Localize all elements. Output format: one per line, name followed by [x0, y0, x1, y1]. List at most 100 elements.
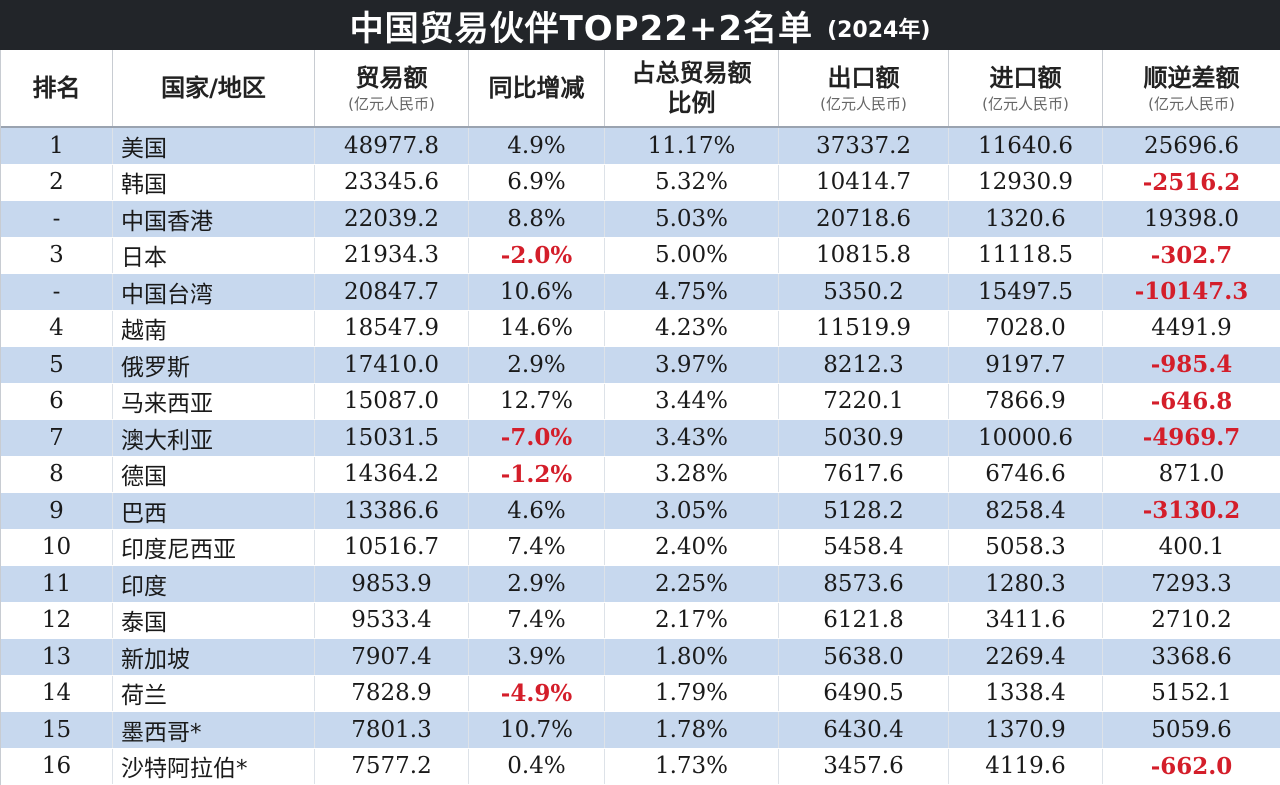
balance-cell: 19398.0	[1103, 201, 1280, 237]
trade-cell: 17410.0	[315, 347, 469, 383]
country-cell: 中国台湾	[113, 274, 315, 310]
balance-cell: 2710.2	[1103, 603, 1280, 639]
trade-cell: 15031.5	[315, 420, 469, 456]
trade-cell: 7577.2	[315, 749, 469, 785]
import-cell: 8258.4	[949, 493, 1103, 529]
header-label: 同比增减	[489, 73, 585, 103]
import-cell: 7866.9	[949, 384, 1103, 420]
rank-cell: 2	[1, 165, 113, 201]
import-cell: 1370.9	[949, 712, 1103, 748]
import-cell: 15497.5	[949, 274, 1103, 310]
export-cell: 7220.1	[779, 384, 949, 420]
country-cell: 荷兰	[113, 676, 315, 712]
trade-cell: 23345.6	[315, 165, 469, 201]
rank-cell: 11	[1, 566, 113, 602]
balance-cell: -662.0	[1103, 749, 1280, 785]
country-cell: 泰国	[113, 603, 315, 639]
header-import: 进口额 (亿元人民币)	[949, 50, 1103, 126]
page-subtitle: (2024年)	[827, 12, 930, 44]
header-label: 国家/地区	[161, 73, 266, 103]
import-cell: 11640.6	[949, 128, 1103, 164]
yoy-cell: 12.7%	[469, 384, 605, 420]
trade-cell: 22039.2	[315, 201, 469, 237]
export-cell: 5638.0	[779, 639, 949, 675]
country-cell: 马来西亚	[113, 384, 315, 420]
share-cell: 11.17%	[605, 128, 779, 164]
trade-cell: 14364.2	[315, 457, 469, 493]
import-cell: 6746.6	[949, 457, 1103, 493]
country-cell: 澳大利亚	[113, 420, 315, 456]
country-cell: 韩国	[113, 165, 315, 201]
rank-cell: -	[1, 201, 113, 237]
header-label: 进口额	[990, 63, 1062, 93]
header-export: 出口额(亿元人民币)	[779, 50, 949, 126]
trade-cell: 15087.0	[315, 384, 469, 420]
import-cell: 5058.3	[949, 530, 1103, 566]
header-unit: (亿元人民币)	[982, 95, 1069, 114]
export-cell: 6430.4	[779, 712, 949, 748]
export-cell: 7617.6	[779, 457, 949, 493]
export-cell: 37337.2	[779, 128, 949, 164]
yoy-cell: 7.4%	[469, 603, 605, 639]
balance-cell: 25696.6	[1103, 128, 1280, 164]
header-unit: (亿元人民币)	[348, 95, 435, 114]
rank-cell: 5	[1, 347, 113, 383]
trade-cell: 7801.3	[315, 712, 469, 748]
yoy-cell: 10.7%	[469, 712, 605, 748]
header-country: 国家/地区	[113, 50, 315, 126]
page-title: 中国贸易伙伴TOP22+2名单	[350, 1, 813, 50]
yoy-cell: -1.2%	[469, 457, 605, 493]
export-cell: 20718.6	[779, 201, 949, 237]
yoy-cell: 0.4%	[469, 749, 605, 785]
import-cell: 1320.6	[949, 201, 1103, 237]
header-rank: 排名	[1, 50, 113, 126]
balance-cell: 400.1	[1103, 530, 1280, 566]
trade-cell: 48977.8	[315, 128, 469, 164]
header-label: 顺逆差额	[1144, 63, 1240, 93]
header-label: 占总贸易额	[632, 58, 752, 88]
trade-cell: 21934.3	[315, 238, 469, 274]
country-cell: 印度	[113, 566, 315, 602]
country-cell: 俄罗斯	[113, 347, 315, 383]
header-balance: 顺逆差额(亿元人民币)	[1103, 50, 1280, 126]
yoy-cell: 10.6%	[469, 274, 605, 310]
trade-cell: 9853.9	[315, 566, 469, 602]
rank-cell: 13	[1, 639, 113, 675]
share-cell: 3.43%	[605, 420, 779, 456]
table-header-row: 排名 国家/地区 贸易额(亿元人民币) 同比增减 占总贸易额比例 出口额(亿元人…	[1, 50, 1280, 128]
country-cell: 沙特阿拉伯*	[113, 749, 315, 785]
export-cell: 5128.2	[779, 493, 949, 529]
yoy-cell: -4.9%	[469, 676, 605, 712]
import-cell: 9197.7	[949, 347, 1103, 383]
yoy-cell: 8.8%	[469, 201, 605, 237]
share-cell: 1.73%	[605, 749, 779, 785]
yoy-cell: 7.4%	[469, 530, 605, 566]
import-cell: 10000.6	[949, 420, 1103, 456]
trade-partner-table: 排名 国家/地区 贸易额(亿元人民币) 同比增减 占总贸易额比例 出口额(亿元人…	[0, 50, 1280, 785]
share-cell: 1.79%	[605, 676, 779, 712]
import-cell: 4119.6	[949, 749, 1103, 785]
export-cell: 11519.9	[779, 311, 949, 347]
export-cell: 6121.8	[779, 603, 949, 639]
header-trade: 贸易额(亿元人民币)	[315, 50, 469, 126]
trade-cell: 9533.4	[315, 603, 469, 639]
country-cell: 日本	[113, 238, 315, 274]
trade-cell: 10516.7	[315, 530, 469, 566]
balance-cell: -2516.2	[1103, 165, 1280, 201]
rank-cell: 3	[1, 238, 113, 274]
export-cell: 8573.6	[779, 566, 949, 602]
share-cell: 2.25%	[605, 566, 779, 602]
header-label: 排名	[33, 73, 81, 103]
yoy-cell: 2.9%	[469, 347, 605, 383]
share-cell: 5.03%	[605, 201, 779, 237]
